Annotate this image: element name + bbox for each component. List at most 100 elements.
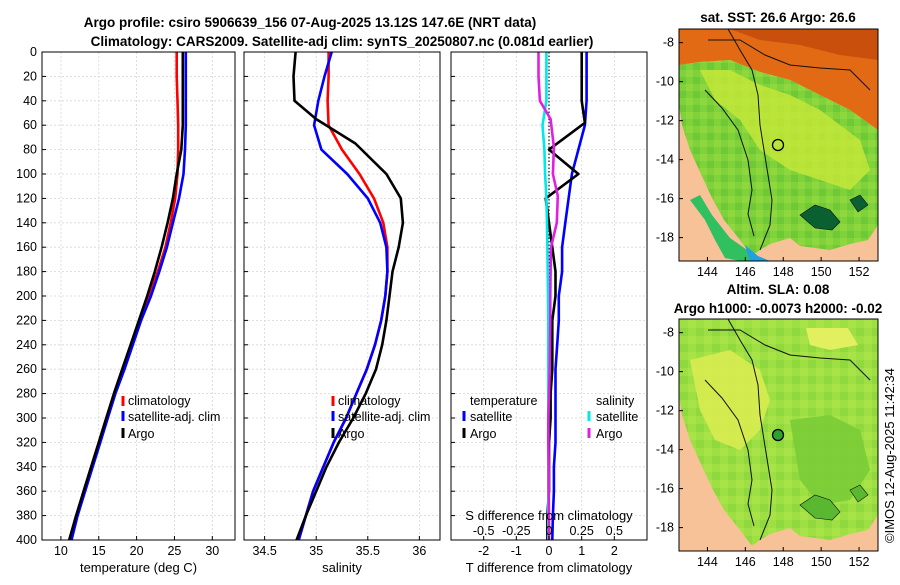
sla-high-patch: [690, 350, 770, 450]
difference-legend: temperature salinity satellite Argo sate…: [462, 394, 638, 441]
sla-map-frame: [678, 318, 879, 552]
depth-tick-label: 40: [23, 94, 37, 108]
sst-map-xticks: 144 146 148 150 152: [697, 257, 870, 279]
map-x-tick-label: 144: [697, 555, 718, 569]
series-line-temperature-satellite: [551, 52, 588, 541]
sst-cool-coast: [690, 195, 760, 261]
figure-title-line1: Argo profile: csiro 5906639_156 07-Aug-2…: [84, 15, 536, 30]
map-y-tick-label: -18: [656, 521, 674, 535]
series-line-satellite-adj-clim: [70, 52, 188, 541]
sst-yellow-patch: [700, 70, 870, 190]
map-x-tick-label: 152: [849, 265, 870, 279]
map-y-tick-label: -12: [656, 114, 674, 128]
x-tick-label: 10: [54, 544, 68, 558]
sla-low-patch: [790, 415, 870, 505]
depth-tick-label: 140: [16, 216, 37, 230]
x-tick-label: 36: [412, 544, 426, 558]
map-y-tick-label: -8: [663, 326, 674, 340]
sla-map-xticks: 144 146 148 150 152: [697, 547, 870, 569]
depth-tick-label: 160: [16, 240, 37, 254]
sst-cold-patch: [745, 245, 770, 261]
sla-map-title2: Argo h1000: -0.0073 h2000: -0.02: [674, 301, 883, 316]
sla-map-image: [679, 319, 878, 551]
sst-map: sat. SST: 26.6 Argo: 26.6 -8 -10 -12 -14 -16…: [656, 10, 879, 279]
depth-tick-label: 60: [23, 118, 37, 132]
depth-tick-label: 100: [16, 167, 37, 181]
sla-map: Altim. SLA: 0.08 Argo h1000: -0.0073 h20…: [656, 282, 882, 569]
sst-argo-marker: [771, 138, 785, 152]
salinity-legend: climatology satellite-adj. clim Argo: [331, 394, 430, 441]
map-y-tick-label: -12: [656, 404, 674, 418]
map-y-tick-label: -18: [656, 231, 674, 245]
legend-label-climatology: climatology: [128, 394, 191, 408]
depth-tick-label: 240: [16, 338, 37, 352]
sla-north-patch: [806, 328, 858, 350]
legend-label-argo: Argo: [128, 427, 154, 441]
temperature-legend: climatology satellite-adj. clim Argo: [121, 394, 220, 441]
sst-reef-islands: [799, 194, 869, 231]
x-tick-label: 20: [130, 544, 144, 558]
map-x-tick-label: 150: [811, 265, 832, 279]
legend-label-climatology: climatology: [338, 394, 401, 408]
map-x-tick-label: 150: [811, 555, 832, 569]
x-tick-label: 35.5: [356, 544, 380, 558]
sla-coastline: [727, 319, 773, 541]
depth-tick-label: 80: [23, 143, 37, 157]
map-y-tick-label: -8: [663, 36, 674, 50]
x-tick-label: 0: [546, 544, 553, 558]
sst-coastline: [727, 29, 773, 251]
legend-label-argo: Argo: [338, 427, 364, 441]
sla-map-yticks: -8 -10 -12 -14 -16 -18: [656, 326, 683, 535]
x-axis-label: salinity: [322, 560, 362, 575]
map-x-tick-label: 146: [735, 265, 756, 279]
sla-argo-marker: [771, 428, 785, 442]
difference-panel: -2 -1 0 1 2 T difference from climatology S di…: [450, 51, 648, 575]
depth-tick-label: 340: [16, 460, 37, 474]
depth-tick-label: 380: [16, 509, 37, 523]
sst-bathymetry-contour: [704, 39, 871, 237]
map-y-tick-label: -16: [656, 192, 674, 206]
depth-tick-label: 400: [16, 533, 37, 547]
x-tick-label: 25: [167, 544, 181, 558]
legend-label-t-satellite: satellite: [470, 410, 512, 424]
sst-map-frame: [678, 28, 879, 262]
x-tick-label: 35: [309, 544, 323, 558]
depth-tick-label: 220: [16, 313, 37, 327]
map-x-tick-label: 144: [697, 265, 718, 279]
map-x-tick-label: 148: [773, 265, 794, 279]
depth-tick-label: 320: [16, 435, 37, 449]
sst-map-image: [679, 29, 878, 261]
salinity-tick-label: 0.5: [606, 524, 623, 538]
sst-map-title: sat. SST: 26.6 Argo: 26.6: [700, 10, 856, 25]
map-x-tick-label: 146: [735, 555, 756, 569]
series-line-salinity-argo: [537, 52, 560, 540]
figure-title-line2: Climatology: CARS2009. Satellite-adj cli…: [91, 34, 594, 49]
map-x-tick-label: 152: [849, 555, 870, 569]
legend-title-temperature: temperature: [470, 394, 537, 408]
x-tick-label: 34.5: [252, 544, 276, 558]
map-y-tick-label: -14: [656, 443, 674, 457]
salinity-tick-label: 0.25: [569, 524, 593, 538]
map-y-tick-label: -14: [656, 153, 674, 167]
x-tick-label: 15: [92, 544, 106, 558]
x-tick-label: -2: [478, 544, 489, 558]
x-tick-label: 2: [611, 544, 618, 558]
depth-tick-label: 180: [16, 265, 37, 279]
legend-title-salinity: salinity: [596, 394, 635, 408]
depth-tick-label: 300: [16, 411, 37, 425]
legend-label-s-argo: Argo: [596, 427, 622, 441]
sst-map-yticks: -8 -10 -12 -14 -16 -18: [656, 36, 683, 245]
legend-label-satellite: satellite-adj. clim: [128, 410, 220, 424]
depth-tick-label: 0: [30, 45, 37, 59]
salinity-tick-label: 0: [546, 524, 553, 538]
temperature-panel: 10 15 20 25 30 temperature (deg C) 0 20 40 60 80 10…: [16, 45, 236, 575]
depth-tick-label: 260: [16, 362, 37, 376]
map-y-tick-label: -16: [656, 482, 674, 496]
sla-map-title1: Altim. SLA: 0.08: [727, 282, 830, 297]
series-line-argo: [67, 52, 185, 541]
depth-tick-label: 200: [16, 289, 37, 303]
map-y-tick-label: -10: [656, 365, 674, 379]
sst-hot-region: [730, 29, 878, 60]
